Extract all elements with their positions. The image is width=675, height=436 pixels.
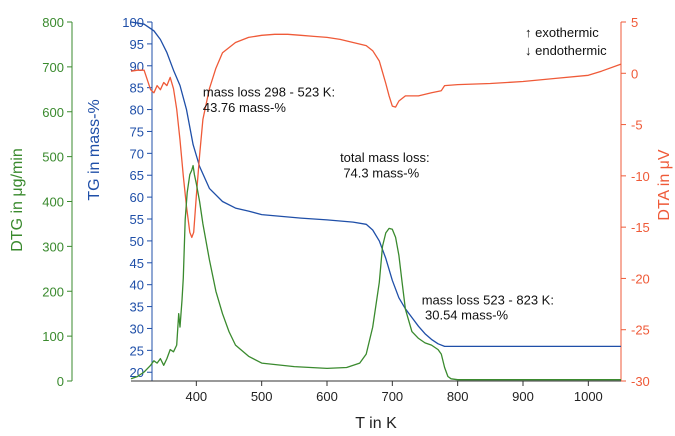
tg-tick-label: 30 (130, 321, 144, 336)
annotation-text: total mass loss: (340, 150, 430, 165)
dta-tick-label: -30 (631, 374, 650, 389)
dta-tick-label: -25 (631, 323, 650, 338)
dtg-tick-label: 600 (42, 105, 64, 120)
annotation-text: mass loss 298 - 523 K: (203, 84, 335, 99)
tg-tick-label: 25 (130, 343, 144, 358)
x-axis-label: T in K (355, 415, 397, 432)
tg-tick-label: 80 (130, 103, 144, 118)
tg-tick-label: 45 (130, 256, 144, 271)
dta-tick-label: -20 (631, 271, 650, 286)
dta-tick-label: 0 (631, 66, 638, 81)
x-tick-label: 700 (381, 389, 403, 404)
series-layer (130, 21, 622, 381)
dta-tick-label: 5 (631, 15, 638, 30)
tg-axis-label: TG in mass-% (86, 99, 103, 200)
dtg-axis-label-unit: μg/min (9, 148, 26, 196)
dtg-tick-label: 100 (42, 329, 64, 344)
legend: ↑ exothermic ↓ endothermic (525, 25, 607, 58)
dtg-tick-label: 300 (42, 239, 64, 254)
dtg-curve (130, 164, 621, 381)
annotation-layer: mass loss 298 - 523 K:43.76 mass-% total … (203, 84, 554, 322)
annotation-text: 43.76 mass-% (203, 100, 287, 115)
dta-tick-label: -5 (631, 118, 643, 133)
x-axis: 400 500 600 700 800 900 1000 T in K (131, 380, 621, 432)
dta-axis-label-unit: μV (656, 149, 673, 169)
annotation-text: mass loss 523 - 823 K: (422, 292, 554, 307)
tg-tick-label: 50 (130, 234, 144, 249)
dtg-tick-label: 200 (42, 284, 64, 299)
tg-tick-label: 75 (130, 124, 144, 139)
tg-tick-label: 70 (130, 146, 144, 161)
annotation-text: 30.54 mass-% (425, 308, 509, 323)
dtg-tick-label: 400 (42, 195, 64, 210)
tg-tick-label: 95 (130, 37, 144, 52)
tg-tick-label: 20 (130, 365, 144, 380)
annotation-text: 74.3 mass-% (343, 165, 419, 180)
tg-tick-label: 35 (130, 300, 144, 315)
dta-axis: 5 0 -5 -10 -15 -20 -25 -30 DTA in μV (620, 15, 673, 389)
x-tick-label: 800 (447, 389, 469, 404)
dta-tick-label: -15 (631, 220, 650, 235)
tg-tick-label: 85 (130, 81, 144, 96)
tg-tick-label: 65 (130, 168, 144, 183)
dtg-tick-label: 0 (57, 374, 64, 389)
tg-tick-label: 60 (130, 190, 144, 205)
dta-axis-label-prefix: DTA in (656, 169, 673, 220)
legend-exothermic: ↑ exothermic (525, 25, 599, 40)
dtg-axis-label: DTG in μg/min (9, 148, 26, 251)
x-tick-label: 1000 (574, 389, 603, 404)
tg-tick-label: 55 (130, 212, 144, 227)
x-tick-label: 400 (185, 389, 207, 404)
dtg-tick-label: 800 (42, 15, 64, 30)
dta-axis-label: DTA in μV (656, 149, 673, 221)
tg-curve (130, 21, 621, 348)
dtg-axis-label-prefix: DTG in (9, 197, 26, 252)
x-tick-label: 600 (316, 389, 338, 404)
tg-tick-label: 40 (130, 278, 144, 293)
dtg-tick-label: 700 (42, 60, 64, 75)
dtg-tick-label: 500 (42, 150, 64, 165)
dta-tick-label: -10 (631, 169, 650, 184)
dta-curve (130, 33, 622, 239)
dtg-axis: 0 100 200 300 400 500 600 700 800 DTG in μg/min (9, 15, 73, 389)
x-tick-label: 900 (512, 389, 534, 404)
x-tick-label: 500 (251, 389, 273, 404)
legend-endothermic: ↓ endothermic (525, 43, 607, 58)
